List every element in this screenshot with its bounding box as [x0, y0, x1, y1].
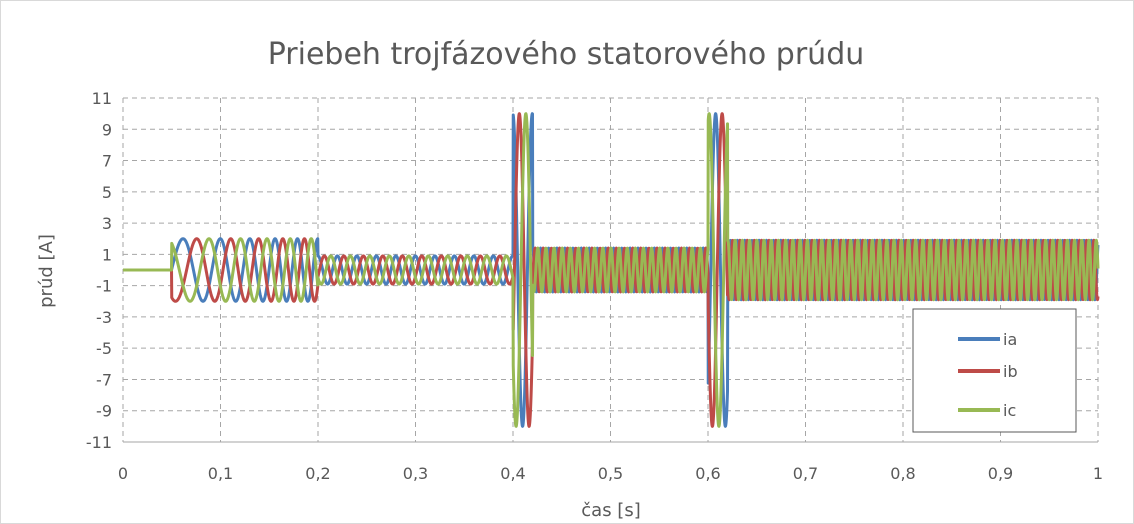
x-axis-label: čas [s]: [581, 500, 640, 521]
y-tick-label: -7: [96, 370, 112, 389]
legend: ia ib ic: [912, 308, 1077, 433]
series-line-ic: [121, 112, 1100, 428]
x-tick-label: 0,9: [988, 464, 1013, 483]
x-tick-label: 0,4: [500, 464, 525, 483]
y-tick-label: 11: [92, 89, 112, 108]
y-axis-label: prúd [A]: [36, 234, 57, 308]
x-tick-label: 0: [118, 464, 128, 483]
y-tick-label: -9: [96, 402, 112, 421]
x-tick-label: 0,6: [695, 464, 720, 483]
y-tick-label: 5: [102, 183, 112, 202]
x-tick-label: 0,1: [208, 464, 233, 483]
y-tick-label: -1: [96, 277, 112, 296]
x-ticks: 0 0,1 0,2 0,3 0,4 0,5 0,6 0,7 0,8 0,9 1: [118, 464, 1103, 483]
y-tick-label: 7: [102, 152, 112, 171]
legend-label-ic: ic: [1003, 401, 1016, 420]
x-tick-label: 0,3: [403, 464, 428, 483]
legend-label-ib: ib: [1003, 362, 1018, 381]
x-tick-label: 0,2: [305, 464, 330, 483]
x-tick-label: 0,8: [890, 464, 915, 483]
y-tick-label: -11: [86, 433, 112, 452]
y-tick-label: 1: [102, 245, 112, 264]
y-tick-label: -3: [96, 308, 112, 327]
chart-title: Priebeh trojfázového statorového prúdu: [268, 37, 865, 72]
series-layer: [121, 112, 1100, 428]
legend-label-ia: ia: [1003, 330, 1017, 349]
y-tick-label: -5: [96, 339, 112, 358]
x-tick-label: 1: [1093, 464, 1103, 483]
y-ticks: 11 9 7 5 3 1 -1 -3 -5 -7 -9 -11: [86, 89, 112, 452]
x-tick-label: 0,5: [598, 464, 623, 483]
y-tick-label: 3: [102, 214, 112, 233]
y-tick-label: 9: [102, 120, 112, 139]
x-tick-label: 0,7: [793, 464, 818, 483]
